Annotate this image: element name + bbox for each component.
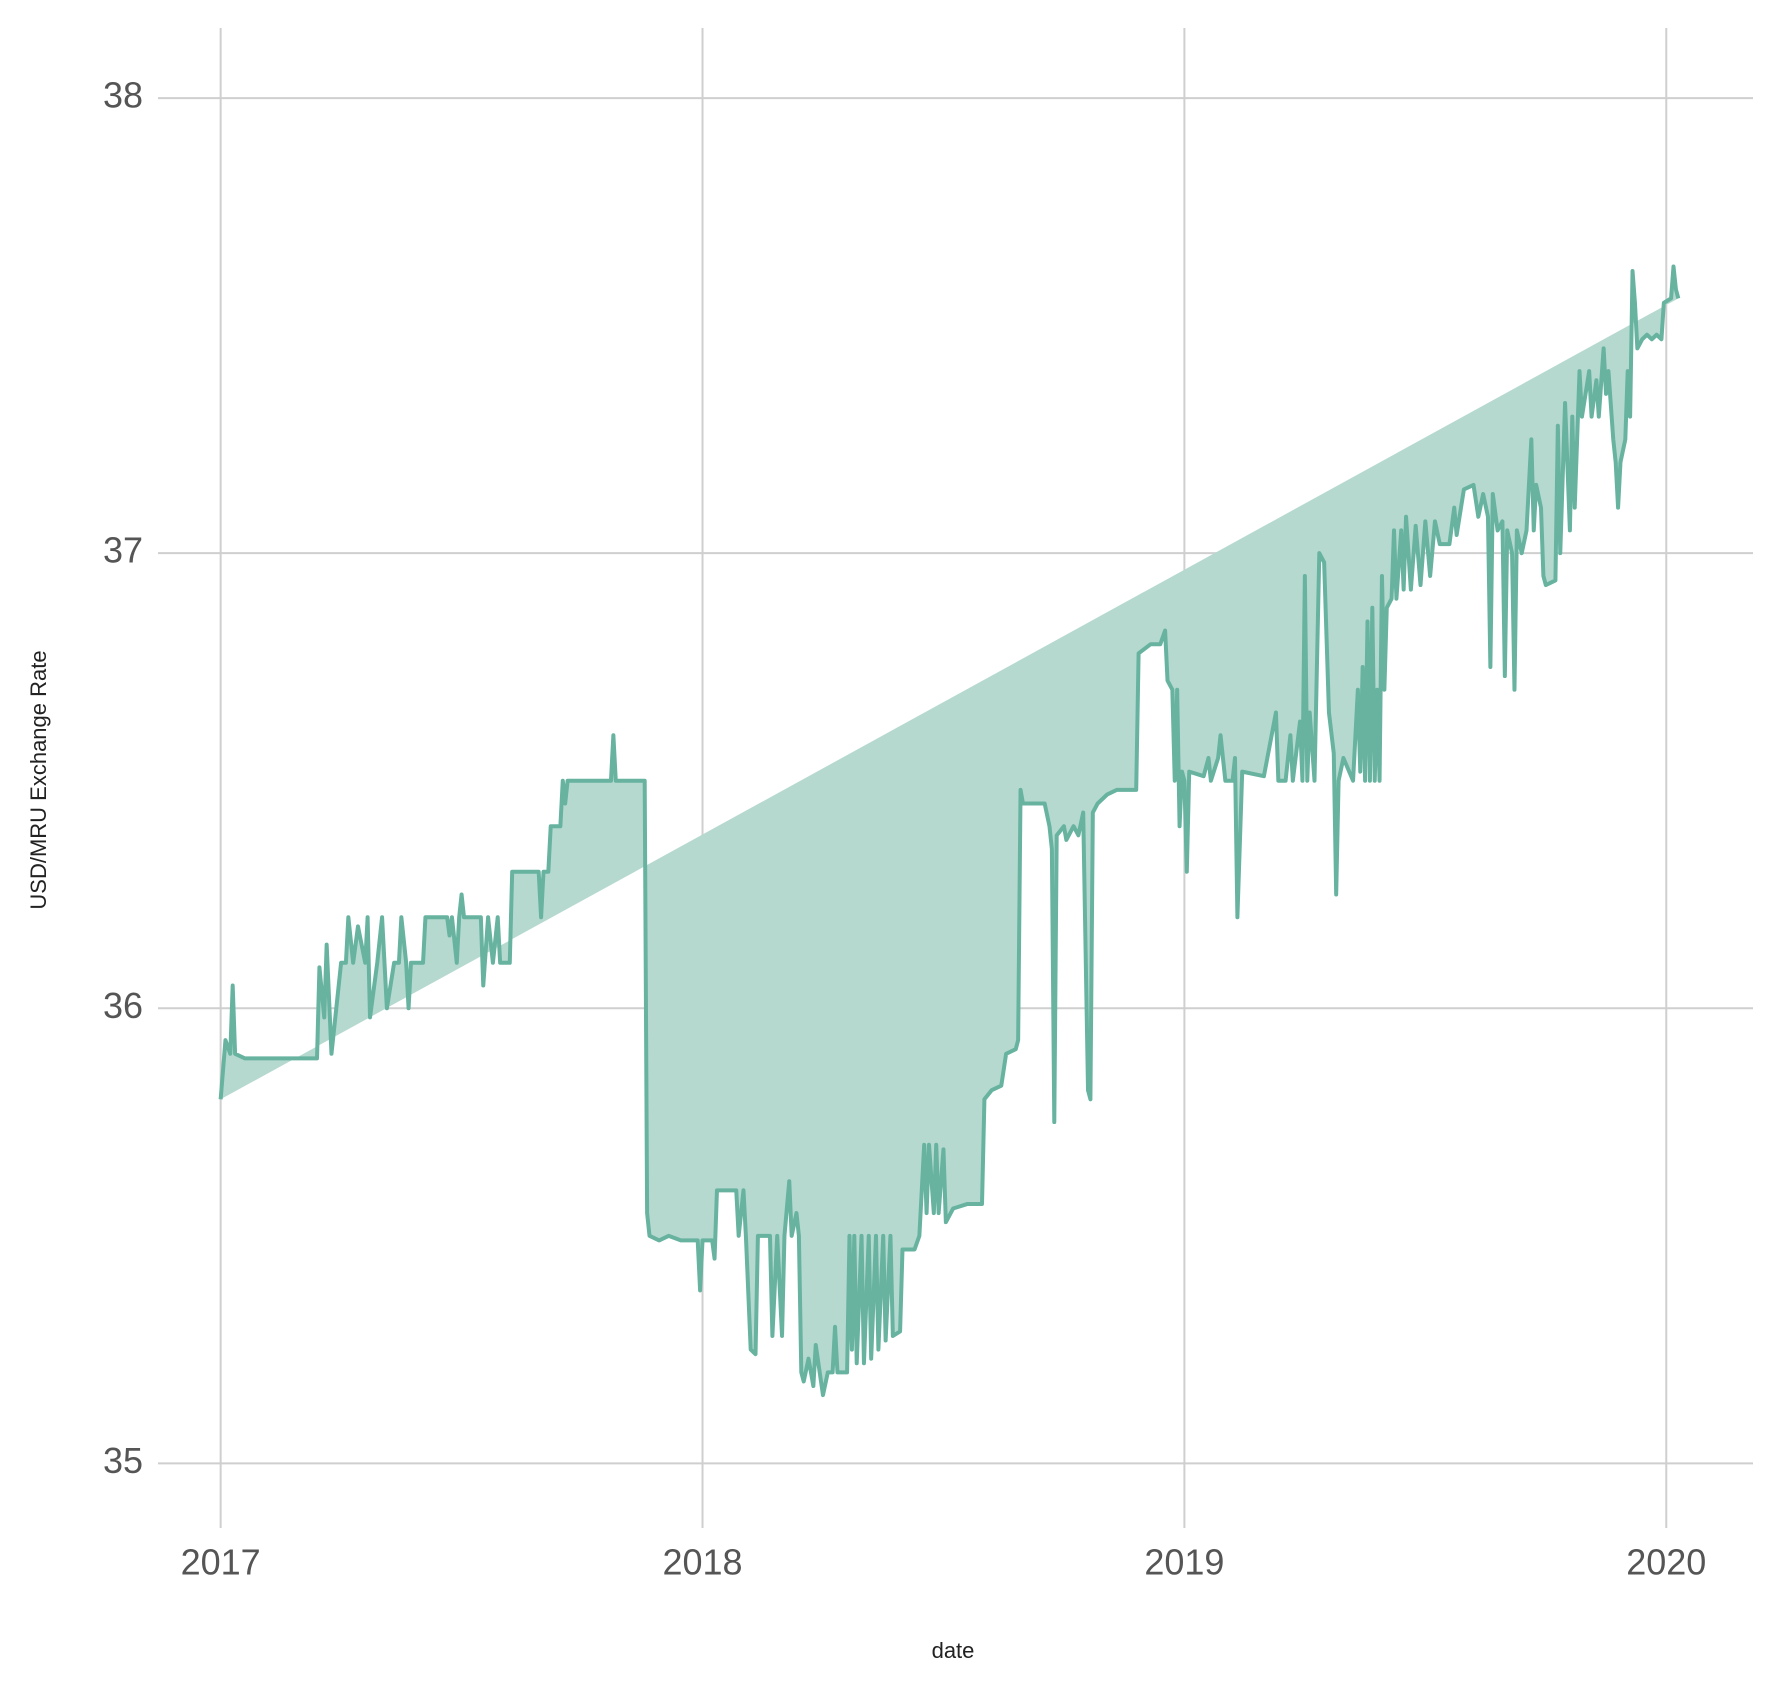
area [220,266,1679,1396]
y-tick-label: 38 [103,75,143,116]
y-tick-label: 37 [103,530,143,571]
y-axis-title: USD/MRU Exchange Rate [26,650,51,909]
y-tick-label: 35 [103,1440,143,1481]
x-tick-label: 2020 [1626,1542,1706,1583]
x-tick-label: 2018 [662,1542,742,1583]
line [218,264,1681,1398]
x-tick-label: 2019 [1144,1542,1224,1583]
y-tick-label: 36 [103,985,143,1026]
x-tick-label: 2017 [181,1542,261,1583]
x-axis-title: date [932,1638,975,1663]
